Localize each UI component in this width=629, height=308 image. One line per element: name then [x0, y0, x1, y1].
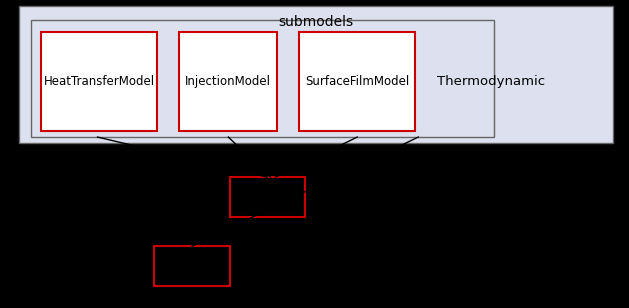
- Bar: [41, 32, 157, 131]
- Bar: [230, 177, 305, 217]
- Text: InjectionModel: InjectionModel: [185, 75, 271, 88]
- Bar: [299, 32, 415, 131]
- Text: submodels: submodels: [279, 15, 353, 29]
- Bar: [19, 6, 613, 143]
- Bar: [179, 32, 277, 131]
- Text: Thermodynamic: Thermodynamic: [437, 75, 545, 88]
- Bar: [31, 20, 494, 137]
- Bar: [154, 246, 230, 286]
- Text: HeatTransferModel: HeatTransferModel: [43, 75, 155, 88]
- Text: SurfaceFilmModel: SurfaceFilmModel: [305, 75, 409, 88]
